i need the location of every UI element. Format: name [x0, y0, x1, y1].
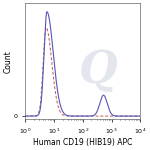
X-axis label: Human CD19 (HIB19) APC: Human CD19 (HIB19) APC — [33, 138, 132, 147]
Text: Q: Q — [78, 49, 117, 92]
Y-axis label: Count: Count — [3, 50, 12, 73]
